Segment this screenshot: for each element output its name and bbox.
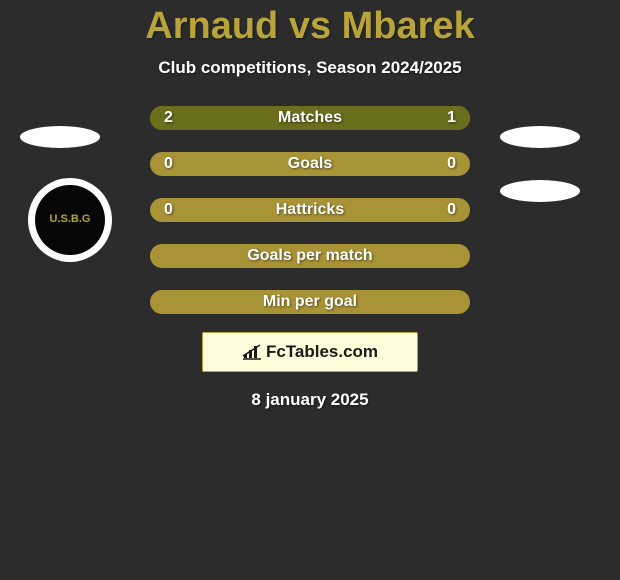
comparison-card: Arnaud vs Mbarek Club competitions, Seas…: [0, 0, 620, 580]
stat-row: Goals per match: [150, 244, 470, 268]
decor-ellipse: [20, 126, 100, 148]
stat-row: Min per goal: [150, 290, 470, 314]
stat-row: Matches2 1: [150, 106, 470, 130]
decor-ellipse: [500, 126, 580, 148]
stat-row: Goals0 0: [150, 152, 470, 176]
date-label: 8 january 2025: [0, 390, 620, 410]
subtitle: Club competitions, Season 2024/2025: [0, 58, 620, 78]
stats-bars: Matches21Goals00Hattricks00Goals per mat…: [150, 106, 470, 314]
page-title: Arnaud vs Mbarek: [0, 0, 620, 48]
stat-label: Matches: [150, 106, 470, 130]
stat-value-right: 1: [447, 106, 456, 130]
stat-label: Hattricks: [150, 198, 470, 222]
decor-ellipse: [500, 180, 580, 202]
stat-value-left: 0: [164, 198, 173, 222]
stat-value-left: 0: [164, 152, 173, 176]
club-badge-label: U.S.B.G: [35, 185, 105, 255]
bar-chart-icon: [242, 344, 262, 360]
stat-value-left: 2: [164, 106, 173, 130]
stat-label: Min per goal: [150, 290, 470, 314]
fctables-logo: FcTables.com: [202, 332, 418, 372]
stat-label: Goals per match: [150, 244, 470, 268]
fctables-logo-text: FcTables.com: [266, 342, 378, 362]
club-badge-text: U.S.B.G: [50, 214, 91, 226]
stat-value-right: 0: [447, 152, 456, 176]
club-badge: U.S.B.G: [28, 178, 112, 262]
stat-row: Hattricks0 0: [150, 198, 470, 222]
stat-label: Goals: [150, 152, 470, 176]
stat-value-right: 0: [447, 198, 456, 222]
